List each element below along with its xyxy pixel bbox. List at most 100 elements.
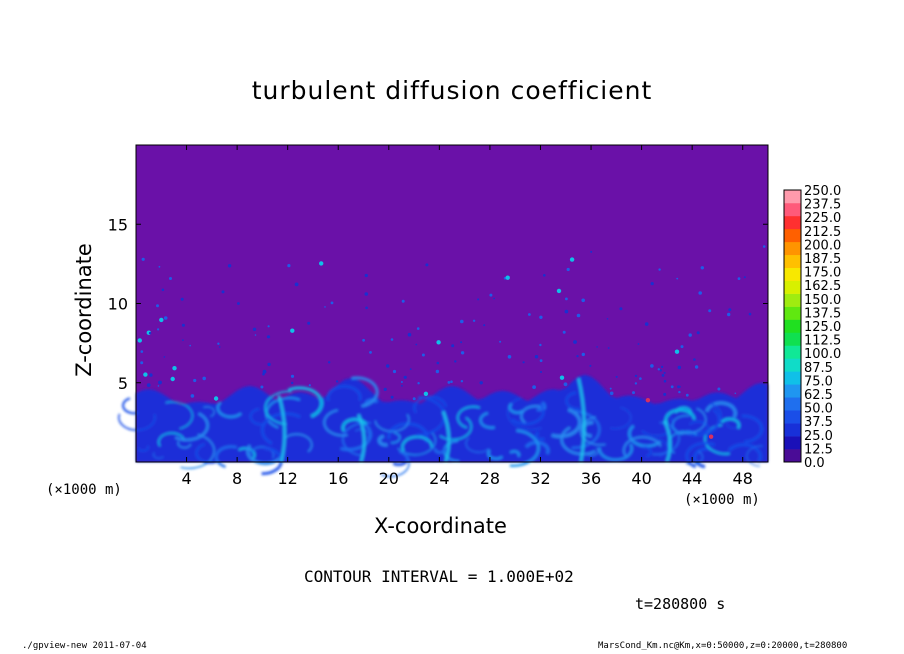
eddy-blob [728, 308, 732, 312]
colorbar-level-label: 12.5 [804, 442, 833, 457]
eddy-blob [688, 333, 692, 337]
eddy-blob [401, 299, 405, 303]
y-tick-label: 5 [118, 374, 128, 393]
eddy-hotspot [708, 434, 714, 439]
colorbar-swatch [784, 410, 801, 424]
eddy-blob [267, 325, 270, 328]
eddy-blob [663, 392, 667, 396]
eddy-blob [252, 327, 257, 331]
eddy-blob [436, 361, 440, 365]
eddy-blob [157, 385, 160, 387]
eddy-blob [505, 275, 510, 280]
colorbar-swatch [784, 306, 801, 320]
eddy-blob [634, 382, 638, 385]
eddy-blob [581, 298, 585, 303]
eddy-blob [451, 344, 455, 348]
eddy-blob [182, 339, 184, 341]
boundary-layer [118, 374, 768, 478]
eddy-blob [460, 351, 465, 355]
eddy-blob [679, 385, 681, 388]
eddy-blob [493, 297, 496, 300]
y-tick-label: 10 [108, 295, 128, 314]
eddy-blob [609, 387, 612, 390]
eddy-blob [450, 380, 453, 384]
eddy-blob [409, 368, 412, 370]
eddy-blob [663, 371, 666, 374]
eddy-blob [762, 245, 766, 248]
x-tick-label: 24 [429, 469, 449, 488]
eddy-blob [137, 338, 142, 343]
colorbar-level-label: 175.0 [804, 266, 841, 281]
colorbar-swatch [784, 228, 801, 243]
eddy-blob [170, 376, 175, 382]
colorbar-swatch [784, 267, 801, 281]
eddy-blob [291, 381, 294, 385]
eddy-blob [140, 350, 144, 353]
eddy-blob [290, 328, 295, 333]
eddy-blob [454, 360, 457, 363]
eddy-blob [392, 369, 397, 374]
eddy-blob [163, 316, 168, 320]
eddy-blob [401, 384, 403, 387]
colorbar-level-label: 237.5 [804, 198, 841, 213]
colorbar-level-label: 87.5 [804, 361, 833, 376]
eddy-blob [335, 380, 339, 383]
eddy-blob [435, 369, 440, 374]
eddy-blob [661, 365, 664, 368]
eddy-blob [416, 327, 420, 330]
eddy-blob [460, 380, 464, 383]
eddy-blob [421, 353, 425, 357]
eddy-blob [407, 332, 412, 337]
eddy-blob [260, 385, 264, 389]
colorbar-level-label: 187.5 [804, 252, 841, 267]
eddy-blob [694, 365, 699, 369]
eddy-blob [539, 315, 543, 319]
scattered-eddies [137, 245, 766, 439]
y-tick-label: 15 [108, 215, 128, 234]
eddy-blob [658, 268, 661, 271]
eddy-blob [632, 391, 635, 395]
eddy-blob [157, 328, 160, 331]
colorbar-swatch [784, 190, 801, 204]
eddy-blob [659, 369, 662, 372]
x-axis-label: X-coordinate [374, 514, 507, 538]
eddy-blob [540, 371, 542, 373]
eddy-blob [678, 390, 681, 394]
eddy-blob [156, 304, 159, 308]
eddy-blob [143, 372, 148, 377]
eddy-blob [460, 341, 463, 344]
colorbar-swatch [784, 449, 801, 463]
eddy-blob [447, 381, 451, 384]
eddy-blob [708, 309, 712, 313]
eddy-blob [663, 379, 667, 383]
eddy-blob [727, 312, 731, 317]
eddy-blob [193, 378, 197, 383]
eddy-blob [748, 312, 752, 316]
eddy-blob [677, 365, 681, 370]
x-tick-label: 16 [328, 469, 348, 488]
eddy-blob [717, 387, 721, 391]
eddy-blob [661, 374, 665, 377]
eddy-blob [472, 319, 476, 322]
x-tick-label: 48 [733, 469, 753, 488]
eddy-blob [562, 330, 566, 334]
eddy-blob [412, 397, 416, 401]
eddy-blob [227, 264, 232, 268]
x-tick-label: 32 [530, 469, 550, 488]
eddy-blob [607, 347, 610, 349]
eddy-blob [573, 340, 577, 344]
colorbar-swatch [784, 280, 801, 294]
colorbar-level-label: 0.0 [804, 456, 825, 471]
colorbar-swatch [784, 241, 801, 256]
colorbar-frame [783, 189, 802, 463]
eddy-blob [569, 257, 575, 262]
eddy-blob [362, 338, 365, 342]
colorbar-level-label: 225.0 [804, 211, 841, 226]
eddy-blob [507, 355, 512, 359]
colorbar-swatch [784, 293, 801, 307]
eddy-blob [609, 391, 614, 396]
eddy-blob [158, 380, 162, 385]
eddy-blob [436, 340, 441, 345]
eddy-blob [528, 313, 531, 316]
eddy-blob [159, 317, 164, 323]
